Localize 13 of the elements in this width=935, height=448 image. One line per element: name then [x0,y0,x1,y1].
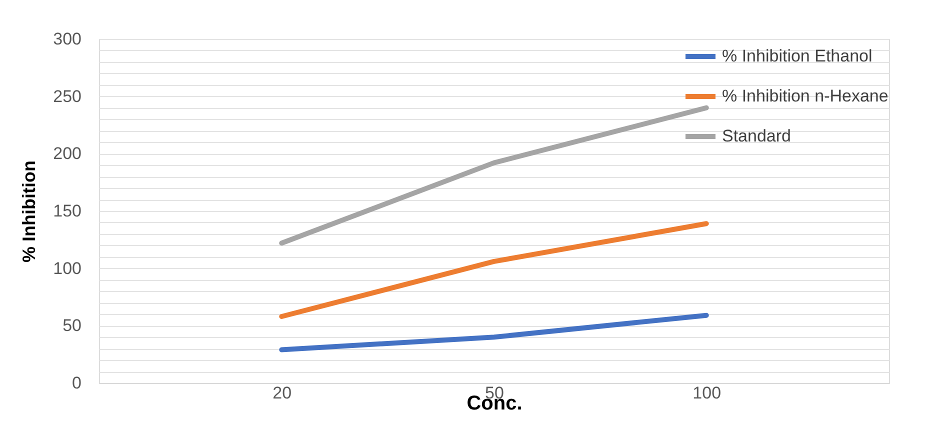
y-tick-label: 50 [62,316,82,336]
y-tick-label: 250 [53,86,82,106]
y-tick-label: 150 [53,202,82,220]
y-axis-title: % Inhibition [19,160,40,262]
legend-label: % Inhibition n-Hexane [722,86,888,106]
y-tick-label: 100 [53,258,82,278]
y-tick-label: 200 [53,144,82,164]
y-tick-label: 300 [53,30,82,48]
legend-label: % Inhibition Ethanol [722,46,872,66]
legend-label: Standard [722,126,791,146]
x-tick-label: 20 [272,384,292,402]
x-tick-label: 100 [692,384,722,402]
y-tick-label: 0 [72,374,82,392]
